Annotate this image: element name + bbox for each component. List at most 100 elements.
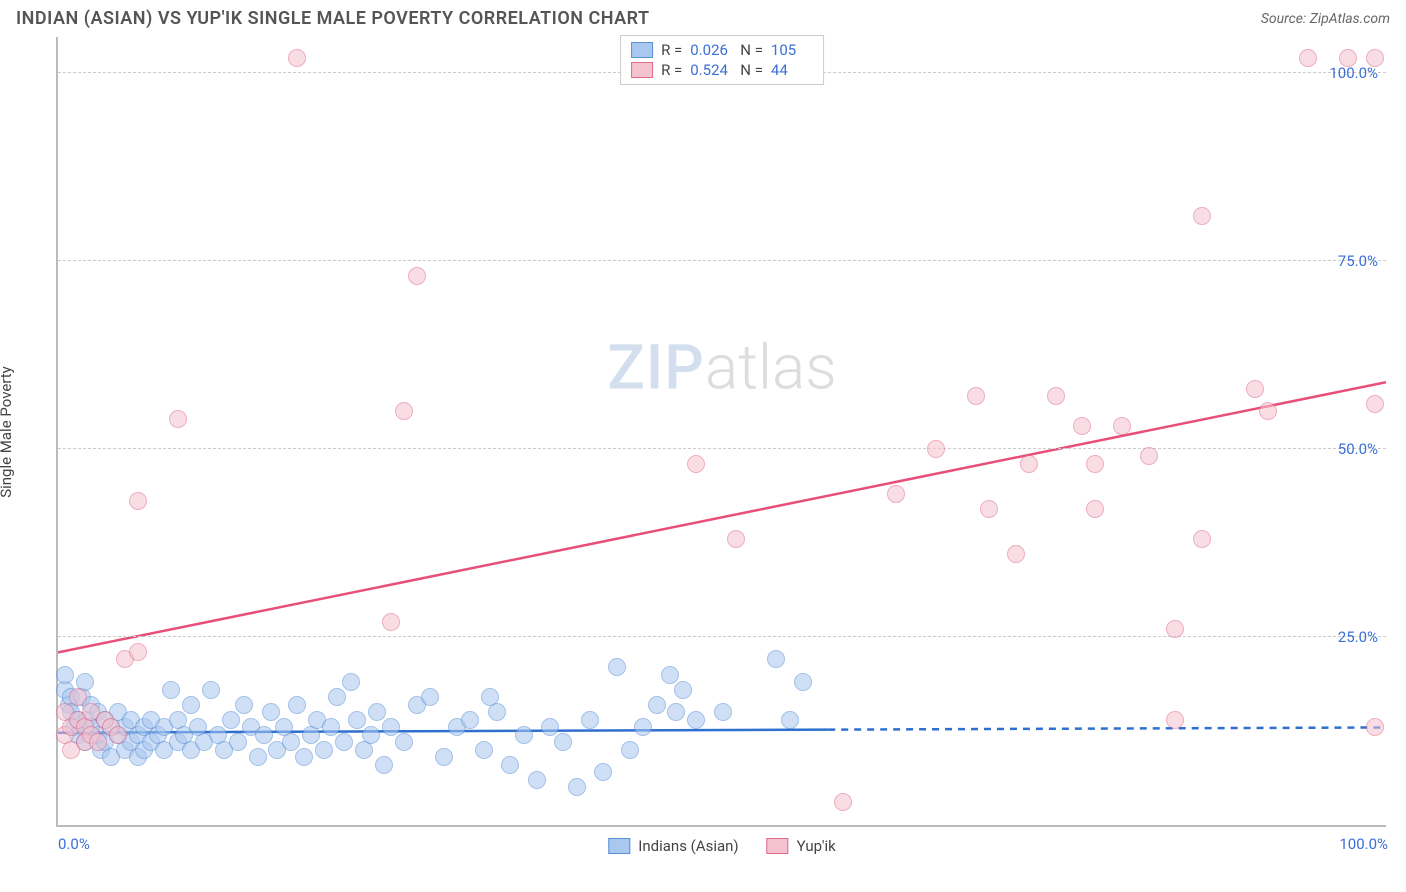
chart-container: Single Male Poverty R = 0.026 N = 105 R … xyxy=(16,37,1390,827)
data-point xyxy=(794,673,812,691)
data-point xyxy=(1193,207,1211,225)
y-axis-label: Single Male Poverty xyxy=(0,366,15,498)
data-point xyxy=(501,756,519,774)
data-point xyxy=(687,711,705,729)
data-point xyxy=(335,733,353,751)
watermark: ZIPatlas xyxy=(607,331,836,404)
data-point xyxy=(594,763,612,781)
r-value-0: 0.026 xyxy=(690,41,732,59)
gridline xyxy=(58,448,1386,449)
data-point xyxy=(288,49,306,67)
data-point xyxy=(674,681,692,699)
data-point xyxy=(1086,455,1104,473)
correlation-legend: R = 0.026 N = 105 R = 0.524 N = 44 xyxy=(620,35,824,85)
x-tick-label: 100.0% xyxy=(1339,835,1388,853)
data-point xyxy=(1366,718,1384,736)
data-point xyxy=(980,500,998,518)
data-point xyxy=(581,711,599,729)
data-point xyxy=(667,703,685,721)
data-point xyxy=(382,718,400,736)
source-label: Source: ZipAtlas.com xyxy=(1261,11,1390,27)
swatch-icon xyxy=(608,838,630,854)
data-point xyxy=(235,696,253,714)
data-point xyxy=(362,726,380,744)
data-point xyxy=(435,748,453,766)
scatter-plot: R = 0.026 N = 105 R = 0.524 N = 44 ZIPat… xyxy=(56,37,1386,827)
data-point xyxy=(515,726,533,744)
data-point xyxy=(382,613,400,631)
data-point xyxy=(395,733,413,751)
data-point xyxy=(528,771,546,789)
data-point xyxy=(634,718,652,736)
data-point xyxy=(395,402,413,420)
data-point xyxy=(56,666,74,684)
data-point xyxy=(129,492,147,510)
data-point xyxy=(554,733,572,751)
data-point xyxy=(608,658,626,676)
data-point xyxy=(421,688,439,706)
data-point xyxy=(249,748,267,766)
data-point xyxy=(348,711,366,729)
data-point xyxy=(129,643,147,661)
y-tick-label: 50.0% xyxy=(1338,440,1378,458)
data-point xyxy=(1007,545,1025,563)
series-legend: Indians (Asian) Yup'ik xyxy=(608,837,835,855)
y-tick-label: 75.0% xyxy=(1338,252,1378,270)
data-point xyxy=(1339,49,1357,67)
legend-label: Yup'ik xyxy=(797,837,836,855)
data-point xyxy=(834,793,852,811)
data-point xyxy=(1246,380,1264,398)
data-point xyxy=(375,756,393,774)
data-point xyxy=(1113,417,1131,435)
data-point xyxy=(408,267,426,285)
data-point xyxy=(295,748,313,766)
data-point xyxy=(1020,455,1038,473)
gridline xyxy=(58,260,1386,261)
swatch-icon xyxy=(631,62,653,78)
header: INDIAN (ASIAN) VS YUP'IK SINGLE MALE POV… xyxy=(0,0,1406,33)
data-point xyxy=(1259,402,1277,420)
data-point xyxy=(927,440,945,458)
data-point xyxy=(461,711,479,729)
data-point xyxy=(222,711,240,729)
data-point xyxy=(475,741,493,759)
data-point xyxy=(781,711,799,729)
data-point xyxy=(687,455,705,473)
data-point xyxy=(1193,530,1211,548)
data-point xyxy=(661,666,679,684)
data-point xyxy=(1366,395,1384,413)
legend-row-series-1: R = 0.524 N = 44 xyxy=(631,60,813,80)
data-point xyxy=(1140,447,1158,465)
data-point xyxy=(1166,620,1184,638)
data-point xyxy=(1073,417,1091,435)
data-point xyxy=(162,681,180,699)
data-point xyxy=(262,703,280,721)
n-value-1: 44 xyxy=(771,61,813,79)
data-point xyxy=(541,718,559,736)
swatch-icon xyxy=(631,42,653,58)
data-point xyxy=(621,741,639,759)
legend-item: Yup'ik xyxy=(767,837,836,855)
data-point xyxy=(255,726,273,744)
data-point xyxy=(315,741,333,759)
r-value-1: 0.524 xyxy=(690,61,732,79)
data-point xyxy=(767,650,785,668)
data-point xyxy=(1086,500,1104,518)
data-point xyxy=(328,688,346,706)
data-point xyxy=(342,673,360,691)
data-point xyxy=(202,681,220,699)
data-point xyxy=(1299,49,1317,67)
data-point xyxy=(1047,387,1065,405)
gridline xyxy=(58,636,1386,637)
legend-item: Indians (Asian) xyxy=(608,837,738,855)
data-point xyxy=(568,778,586,796)
data-point xyxy=(488,703,506,721)
data-point xyxy=(368,703,386,721)
data-point xyxy=(282,733,300,751)
swatch-icon xyxy=(767,838,789,854)
chart-title: INDIAN (ASIAN) VS YUP'IK SINGLE MALE POV… xyxy=(16,8,650,29)
data-point xyxy=(1366,49,1384,67)
y-tick-label: 25.0% xyxy=(1338,628,1378,646)
x-tick-label: 0.0% xyxy=(58,835,90,853)
data-point xyxy=(1166,711,1184,729)
